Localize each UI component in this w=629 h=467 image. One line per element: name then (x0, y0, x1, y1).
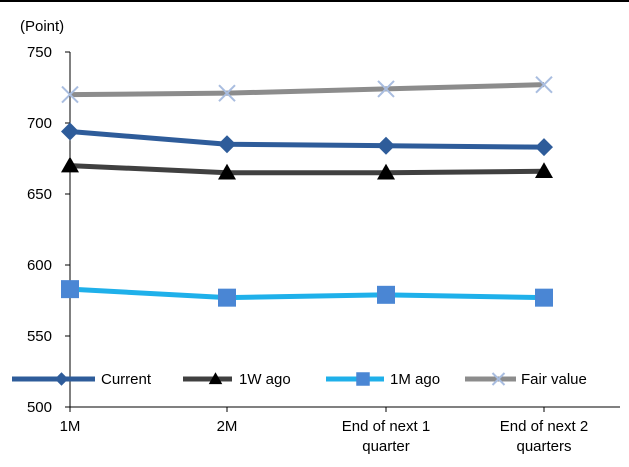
marker-triangle (377, 163, 395, 180)
marker-diamond (61, 122, 79, 141)
legend-label: Fair value (521, 371, 587, 388)
legend-label: 1M ago (390, 371, 440, 388)
data-point (61, 156, 79, 173)
data-point (535, 75, 553, 94)
series-current (61, 122, 553, 157)
legend-item-1m-ago: 1M ago (326, 371, 440, 388)
series-1m-ago (61, 280, 553, 307)
series-layer (61, 75, 553, 307)
marker-diamond (218, 135, 236, 154)
legend-label: 1W ago (239, 371, 291, 388)
series-1w-ago (61, 156, 553, 180)
legend: Current 1W ago 1M ago Fair value (12, 371, 587, 388)
series-line-1m-ago (69, 286, 545, 301)
y-tick-label: 550 (27, 328, 52, 345)
data-point (535, 138, 553, 157)
marker-diamond (377, 136, 395, 155)
data-point (61, 85, 79, 104)
data-point (218, 135, 236, 154)
series-line-fair-value (69, 82, 545, 98)
y-tick-label: 600 (27, 257, 52, 274)
marker-x (491, 372, 506, 386)
marker-square (356, 372, 370, 386)
marker-x (61, 85, 79, 104)
series-line-1w-ago (69, 163, 545, 176)
data-point (61, 280, 79, 299)
x-tick-label: 2M (217, 418, 238, 435)
data-point (218, 288, 236, 307)
data-point (218, 163, 236, 180)
x-tick-label: End of next 1 quarter (342, 418, 430, 455)
series-line-current (69, 129, 545, 150)
data-point (377, 163, 395, 180)
marker-square (218, 288, 236, 307)
marker-triangle (218, 163, 236, 180)
x-tick-label: End of next 2 quarters (500, 418, 588, 455)
legend-label: Current (101, 371, 152, 388)
data-point (377, 285, 395, 304)
data-point (377, 80, 395, 98)
legend-item-1w-ago: 1W ago (183, 371, 291, 388)
data-point (218, 84, 236, 102)
y-tick-label: 750 (27, 44, 52, 61)
marker-triangle (208, 372, 223, 385)
marker-triangle (535, 162, 553, 179)
legend-item-fair-value: Fair value (465, 371, 587, 388)
data-point (377, 136, 395, 155)
legend-item-current: Current (12, 371, 152, 388)
marker-diamond (54, 372, 69, 386)
marker-x (377, 80, 395, 98)
y-tick-label: 650 (27, 186, 52, 203)
marker-x (535, 75, 553, 94)
marker-square (61, 280, 79, 299)
y-axis-unit-label: (Point) (20, 18, 64, 35)
y-tick-label: 700 (27, 115, 52, 132)
axes: 500 550 600 650 700 750 1M 2M End of next 1 quart… (27, 44, 620, 455)
marker-triangle (61, 156, 79, 173)
marker-diamond (535, 138, 553, 157)
data-point (535, 288, 553, 307)
x-tick-label: 1M (60, 418, 81, 435)
marker-square (535, 288, 553, 307)
data-point (535, 162, 553, 179)
data-point (61, 122, 79, 141)
marker-x (218, 84, 236, 102)
y-tick-label: 500 (27, 399, 52, 416)
series-fair-value (61, 75, 553, 104)
marker-square (377, 285, 395, 304)
